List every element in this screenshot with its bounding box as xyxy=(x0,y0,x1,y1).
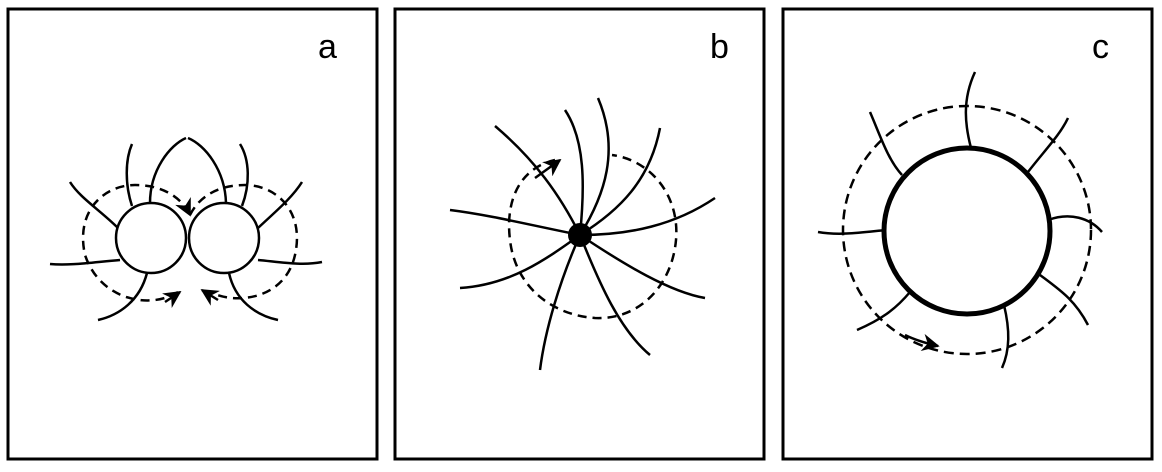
panel-a-arrow-left xyxy=(165,292,180,302)
panel-c: c xyxy=(783,9,1152,459)
panel-b-label: b xyxy=(710,28,729,66)
panel-a-label: a xyxy=(318,28,337,66)
panel-a-core-left xyxy=(116,203,186,273)
panel-c-label: c xyxy=(1092,28,1109,66)
panel-a: a xyxy=(8,9,377,459)
panel-a-core-right xyxy=(189,203,259,273)
panel-a-arrow-right xyxy=(202,290,218,300)
panel-b-dashed-circle xyxy=(509,155,676,318)
panel-b: b xyxy=(395,9,764,459)
panel-c-core-ring xyxy=(884,148,1050,314)
panel-b-core xyxy=(568,223,592,247)
